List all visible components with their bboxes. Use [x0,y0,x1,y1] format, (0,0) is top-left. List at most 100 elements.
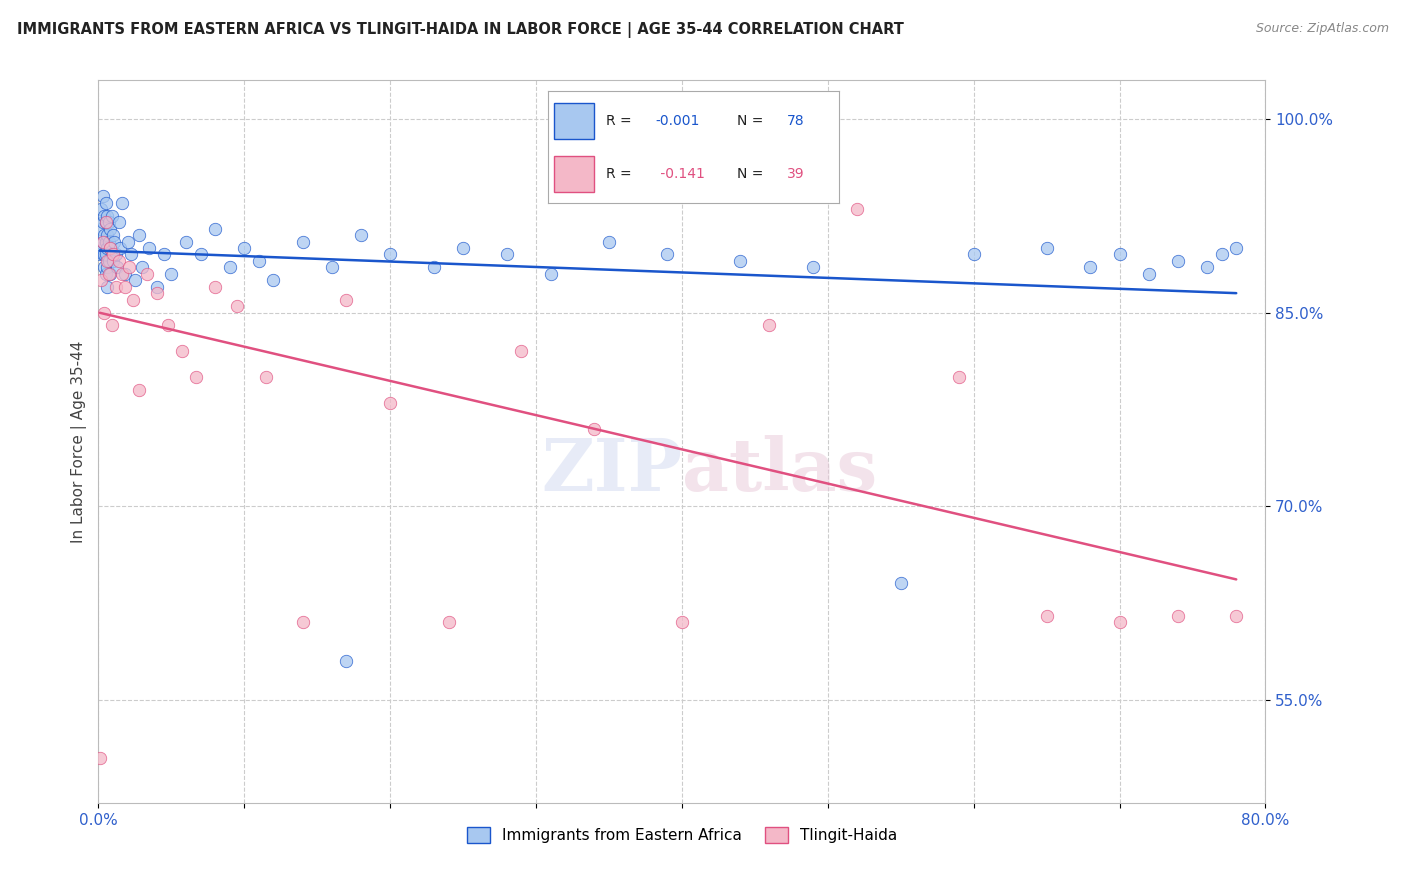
Point [380,247,402,261]
Point [335,293,357,307]
Legend: Immigrants from Eastern Africa, Tlingit-Haida: Immigrants from Eastern Africa, Tlingit-… [461,822,903,849]
Point [262,273,284,287]
Point [350,228,373,243]
Point [128,228,150,243]
Point [98,241,121,255]
Point [89,750,111,764]
Point [110,241,132,255]
Point [1108,615,1130,630]
Point [111,195,134,210]
Point [218,260,240,275]
Point [96,241,118,255]
Point [100,247,122,261]
Point [122,293,145,307]
Point [1137,267,1160,281]
Point [138,241,160,255]
Point [153,247,176,261]
Point [174,235,197,249]
Point [93,247,115,261]
Point [186,370,208,384]
Point [190,247,212,261]
Point [321,260,343,275]
Point [204,221,226,235]
Point [146,286,169,301]
Point [89,247,111,261]
Point [105,260,128,275]
Point [114,279,136,293]
Point [117,235,139,249]
Point [291,615,314,630]
Point [91,247,114,261]
Point [451,241,474,255]
Point [657,247,679,261]
Point [96,209,118,223]
Point [170,344,193,359]
Point [1195,260,1218,275]
Point [1080,260,1102,275]
Point [254,370,277,384]
Point [98,241,121,255]
Point [496,247,519,261]
Point [758,318,780,333]
Point [583,422,606,436]
Point [226,299,249,313]
Point [801,260,824,275]
Point [104,279,127,293]
Point [131,260,153,275]
Point [100,318,122,333]
Point [135,267,157,281]
Point [101,254,124,268]
Point [1035,241,1057,255]
Point [98,221,121,235]
Point [423,260,446,275]
Point [890,576,912,591]
Point [948,370,970,384]
Point [91,215,114,229]
Point [160,267,183,281]
Point [91,189,114,203]
Point [598,235,620,249]
Point [97,235,120,249]
Point [233,241,256,255]
Point [94,215,117,229]
Point [90,202,112,217]
Point [730,254,752,268]
Point [510,344,533,359]
Text: IMMIGRANTS FROM EASTERN AFRICA VS TLINGIT-HAIDA IN LABOR FORCE | AGE 35-44 CORRE: IMMIGRANTS FROM EASTERN AFRICA VS TLINGI… [17,22,904,38]
Point [94,215,117,229]
Point [94,195,117,210]
Point [94,235,117,249]
Point [1225,241,1247,255]
Point [91,235,114,249]
Point [101,228,124,243]
Point [97,254,120,268]
Point [108,254,131,268]
Point [1211,247,1233,261]
Point [96,254,118,268]
Point [108,215,131,229]
Text: atlas: atlas [682,435,877,506]
Point [93,305,115,319]
Point [96,260,118,275]
Point [97,267,120,281]
Point [104,247,127,261]
Point [380,396,402,410]
Point [98,267,121,281]
Point [1167,254,1189,268]
Point [1108,247,1130,261]
Point [101,247,124,261]
Point [335,654,357,668]
Point [93,228,115,243]
Point [93,209,115,223]
Point [157,318,180,333]
Point [90,221,112,235]
Point [671,615,693,630]
Point [204,279,226,293]
Point [103,235,125,249]
Text: ZIP: ZIP [541,435,682,506]
Point [91,235,114,249]
Point [128,383,150,397]
Point [291,235,314,249]
Point [120,247,142,261]
Point [94,247,117,261]
